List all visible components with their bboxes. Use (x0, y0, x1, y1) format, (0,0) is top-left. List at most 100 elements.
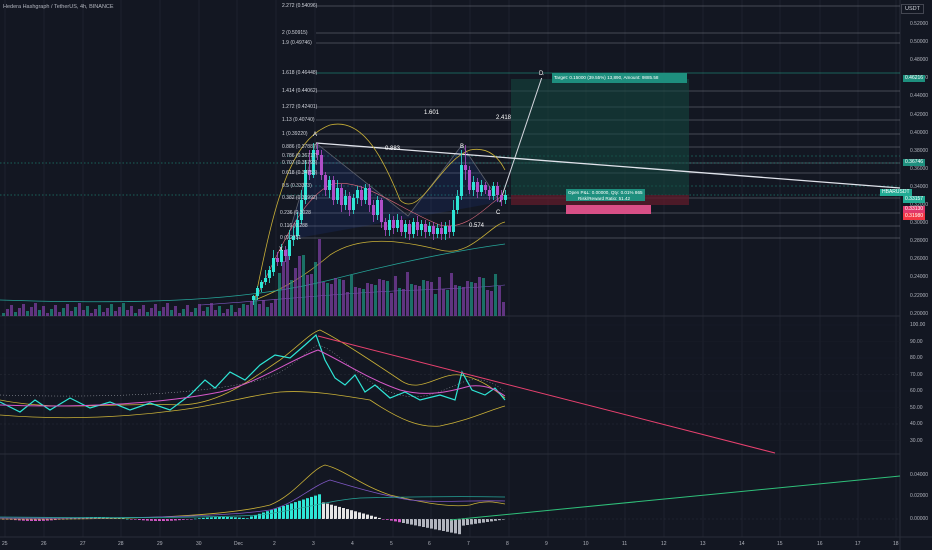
candle-body (328, 180, 331, 190)
candlesticks[interactable] (252, 143, 507, 305)
macd-histogram-bar (50, 519, 53, 521)
volume-bar (482, 278, 485, 316)
volume-bar (498, 286, 501, 316)
time-axis-label: 14 (739, 541, 745, 547)
volume-bar (2, 313, 5, 316)
volume-bar (78, 303, 81, 316)
candle-body (368, 188, 371, 205)
position-profit-zone[interactable] (511, 79, 689, 195)
fib-level-label: 0.618 (0.34753) (282, 170, 318, 176)
macd-histogram-bar (422, 519, 425, 527)
volume-bar (94, 309, 97, 316)
macd-histogram-bar (294, 502, 297, 519)
time-axis-label: 15 (777, 541, 783, 547)
candle-body (492, 186, 495, 196)
candle-body (480, 185, 483, 192)
volume-bar (278, 273, 281, 316)
macd-histogram-bar (214, 517, 217, 519)
volume-bar (246, 305, 249, 316)
volume-bar (66, 304, 69, 316)
volume-bar (322, 282, 325, 316)
fib-level-label: 0.786 (0.36717) (282, 153, 318, 159)
rsi-line[interactable] (0, 333, 506, 413)
macd-histogram-bar (466, 519, 469, 525)
fib-level-label: 0.886 (0.37887) (282, 144, 318, 150)
volume-bar (342, 280, 345, 316)
volume-bar (26, 311, 29, 316)
macd-trendline[interactable] (449, 475, 901, 521)
candle-body (452, 210, 455, 232)
macd-histogram-bar (190, 519, 193, 520)
macd-histogram-bar (474, 519, 477, 524)
descending-trendline[interactable] (315, 142, 901, 189)
macd-histogram-bar (234, 517, 237, 519)
volume-bars (2, 239, 505, 316)
volume-bar (62, 308, 65, 316)
candle-body (372, 205, 375, 215)
volume-bar (102, 312, 105, 316)
volume-bar (266, 307, 269, 316)
macd-histogram-bar (298, 500, 301, 519)
volume-bar (86, 306, 89, 316)
volume-bar (206, 307, 209, 316)
harmonic-cd-leg[interactable] (499, 73, 544, 203)
macd-histogram-bar (250, 516, 253, 519)
symbol-title[interactable]: Hedera Hashgraph / TetherUS, 4h, BINANCE (3, 4, 114, 10)
rsi-axis-label: 60.00 (910, 388, 923, 394)
macd-line (0, 464, 506, 520)
candle-body (388, 220, 391, 230)
volume-bar (282, 261, 285, 316)
volume-bar (134, 313, 137, 316)
volume-bar (258, 304, 261, 316)
volume-bar (450, 273, 453, 316)
candle-body (344, 196, 347, 205)
volume-bar (294, 268, 297, 316)
price-axis-label: 0.38000 (910, 147, 929, 154)
macd-signal (0, 479, 506, 519)
volume-bar (458, 286, 461, 316)
candle-body (428, 226, 431, 232)
volume-bar (74, 307, 77, 316)
rsi-axis-label: 40.00 (910, 421, 923, 427)
volume-bar (170, 310, 173, 316)
candle-body (280, 250, 283, 262)
volume-bar (114, 311, 117, 316)
volume-bar (10, 305, 13, 316)
volume-bar (366, 283, 369, 316)
currency-badge[interactable]: USDT (901, 4, 924, 14)
macd-histogram-bar (386, 519, 389, 520)
macd-histogram-bar (406, 519, 409, 524)
volume-bar (330, 284, 333, 316)
macd-histogram-bar (502, 519, 505, 520)
pattern-point-d: D (539, 70, 544, 78)
macd-histogram-bar (46, 519, 49, 521)
volume-bar (318, 239, 321, 316)
volume-bar (314, 262, 317, 316)
volume-bar (210, 303, 213, 316)
volume-bar (494, 274, 497, 316)
volume-bar (18, 308, 21, 316)
price-tag-target: 0.46216 (903, 75, 926, 82)
macd-smoothed (0, 496, 506, 518)
macd-histogram-bar (166, 519, 169, 521)
macd-histogram-bar (494, 519, 497, 521)
macd-histogram-bar (38, 519, 41, 521)
volume-bar (14, 312, 17, 316)
volume-bar (126, 310, 129, 316)
macd-histogram-bar (186, 519, 189, 520)
time-axis-label: 28 (118, 541, 124, 547)
moving-average-long (0, 243, 506, 303)
rsi-midline (0, 344, 506, 397)
rsi-band-lower (0, 391, 506, 427)
volume-bar (154, 304, 157, 316)
macd-histogram-bar (458, 519, 461, 535)
macd-histogram-bar (290, 503, 293, 519)
fib-level-label: 0.382 (0.31992) (282, 195, 318, 201)
time-axis-label: 4 (351, 541, 354, 547)
rsi-trendline[interactable] (317, 335, 776, 454)
macd-histogram-bar (210, 517, 213, 519)
fib-level-label: 0 (0.2751 (280, 235, 302, 241)
candle-body (264, 278, 267, 282)
fib-level-label: 0.707 (0.35793) (282, 160, 318, 166)
